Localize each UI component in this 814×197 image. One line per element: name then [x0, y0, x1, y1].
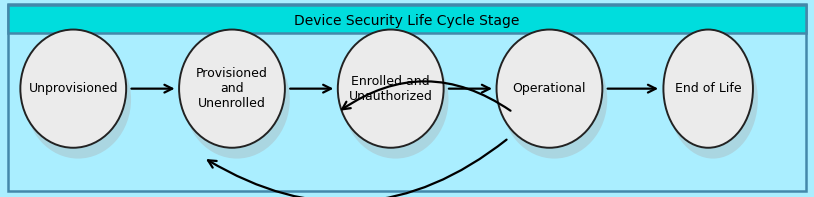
- Text: Unprovisioned: Unprovisioned: [28, 82, 118, 95]
- Ellipse shape: [338, 30, 444, 148]
- Ellipse shape: [663, 30, 753, 148]
- Ellipse shape: [497, 30, 602, 148]
- Ellipse shape: [20, 30, 126, 148]
- Text: End of Life: End of Life: [675, 82, 742, 95]
- Ellipse shape: [343, 40, 449, 159]
- Text: Device Security Life Cycle Stage: Device Security Life Cycle Stage: [295, 14, 519, 28]
- Text: Operational: Operational: [513, 82, 586, 95]
- Ellipse shape: [179, 30, 285, 148]
- Text: Provisioned
and
Unenrolled: Provisioned and Unenrolled: [196, 67, 268, 110]
- Ellipse shape: [668, 40, 758, 159]
- Text: Enrolled and
Unauthorized: Enrolled and Unauthorized: [348, 75, 433, 103]
- Ellipse shape: [184, 40, 290, 159]
- Ellipse shape: [25, 40, 131, 159]
- Ellipse shape: [501, 40, 607, 159]
- Bar: [8, 5, 806, 33]
